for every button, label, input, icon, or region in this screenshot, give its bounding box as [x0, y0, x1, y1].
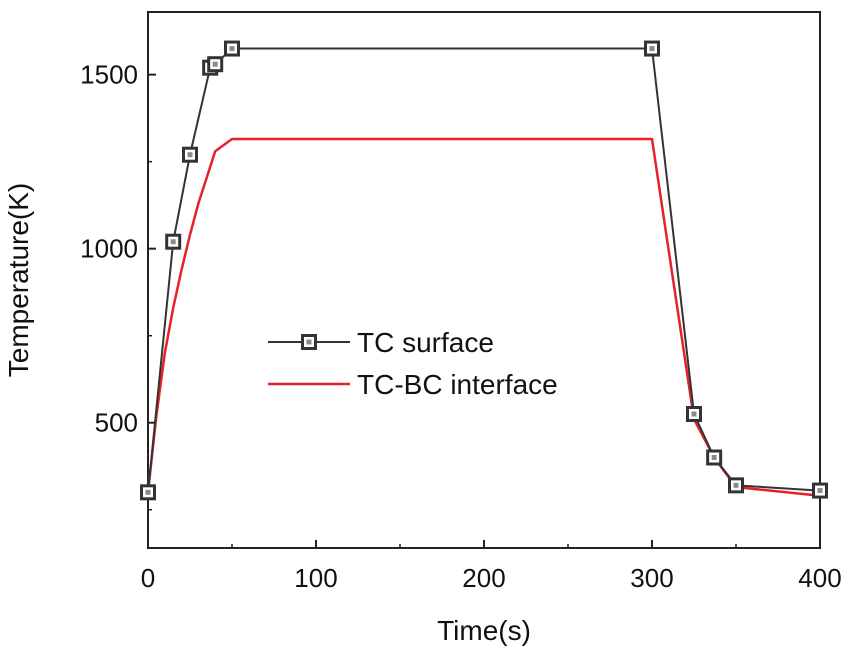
axis-ticks: 0 100 200 300 400 500 1000 1500: [80, 60, 842, 593]
data-point-marker-core: [170, 239, 176, 245]
plot-frame: [147, 11, 821, 549]
plot-area-border: [147, 11, 821, 549]
data-point-marker-core: [711, 455, 717, 461]
legend-label: TC surface: [357, 327, 494, 358]
x-tick-label: 300: [630, 563, 673, 593]
data-point-marker-core: [733, 482, 739, 488]
legend: TC surface TC-BC interface: [268, 327, 558, 400]
series-layer: [140, 40, 828, 501]
x-tick-label: 0: [141, 563, 155, 593]
data-point-marker-core: [145, 489, 151, 495]
y-tick-label: 500: [95, 408, 138, 438]
data-point-marker-core: [649, 46, 655, 52]
data-point-marker-core: [187, 152, 193, 158]
series-line: [146, 137, 821, 498]
legend-marker-core: [306, 339, 312, 345]
y-tick-label: 1500: [80, 60, 138, 90]
x-tick-label: 100: [294, 563, 337, 593]
y-axis-title: Temperature(K): [3, 183, 34, 378]
x-axis-title: Time(s): [437, 615, 531, 646]
y-tick-label: 1000: [80, 234, 138, 264]
data-point-marker-core: [229, 46, 235, 52]
data-point-marker-core: [691, 411, 697, 417]
series-line: [147, 47, 821, 493]
x-tick-label: 400: [798, 563, 841, 593]
legend-label: TC-BC interface: [357, 369, 558, 400]
x-tick-label: 200: [462, 563, 505, 593]
data-point-marker-core: [212, 61, 218, 67]
data-point-marker-core: [817, 488, 823, 494]
